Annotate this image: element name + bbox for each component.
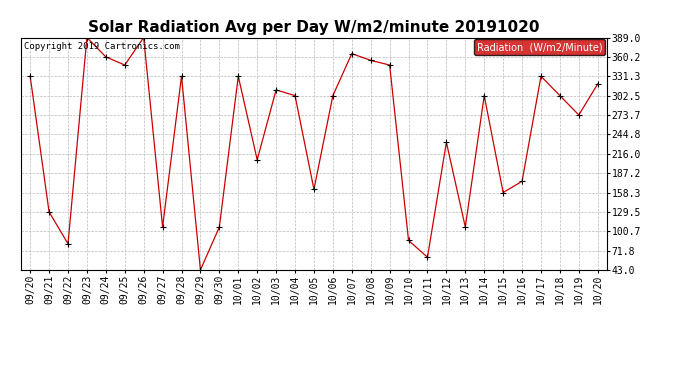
Text: Copyright 2019 Cartronics.com: Copyright 2019 Cartronics.com xyxy=(23,42,179,51)
Legend: Radiation  (W/m2/Minute): Radiation (W/m2/Minute) xyxy=(474,39,605,55)
Title: Solar Radiation Avg per Day W/m2/minute 20191020: Solar Radiation Avg per Day W/m2/minute … xyxy=(88,20,540,35)
